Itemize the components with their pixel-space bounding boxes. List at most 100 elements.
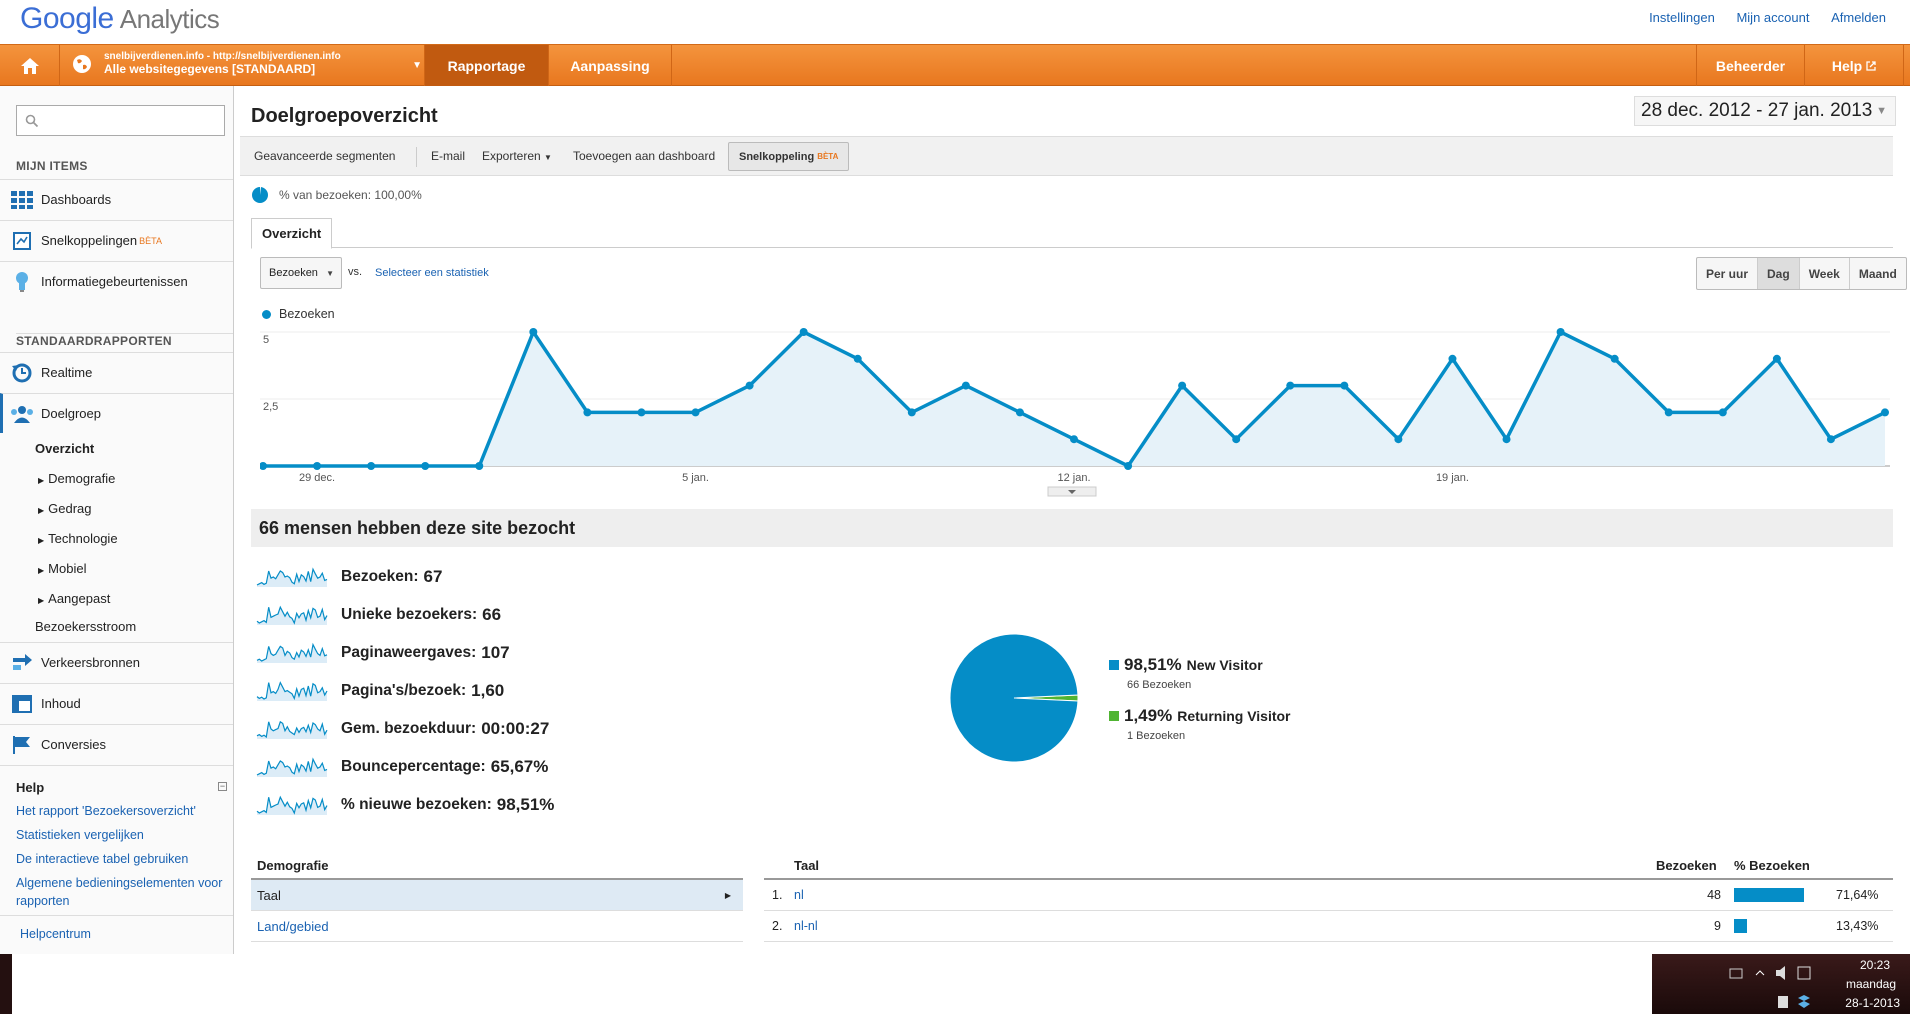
select-metric-link[interactable]: Selecteer een statistiek: [375, 267, 489, 279]
data-point[interactable]: [907, 408, 916, 417]
data-point[interactable]: [691, 408, 700, 417]
sidebar-item-shortcuts[interactable]: Snelkoppelingen BÈTA: [0, 220, 233, 260]
pie-sub: 66 Bezoeken: [1127, 679, 1192, 691]
data-point[interactable]: [529, 328, 538, 336]
sparkline-area: [257, 644, 327, 663]
sidebar-item-label: Realtime: [41, 365, 93, 380]
data-point[interactable]: [1502, 435, 1511, 444]
clock-time[interactable]: 20:23: [1859, 958, 1890, 972]
metric-row[interactable]: Pagina's/bezoek: 1,60: [255, 677, 504, 705]
demographics-row-language[interactable]: Taal ▶: [251, 880, 743, 911]
data-point[interactable]: [1772, 354, 1781, 363]
email-button[interactable]: E-mail: [431, 149, 466, 163]
data-point[interactable]: [1070, 435, 1078, 444]
data-point[interactable]: [1394, 435, 1403, 444]
sidebar-item-doelgroep[interactable]: Doelgroep: [0, 393, 233, 433]
data-point[interactable]: [367, 462, 376, 470]
data-point[interactable]: [475, 462, 484, 470]
metric-row[interactable]: Paginaweergaves: 107: [255, 639, 510, 667]
metric-row[interactable]: % nieuwe bezoeken: 98,51%: [255, 791, 554, 819]
row-link[interactable]: nl: [794, 888, 804, 902]
sidebar-sub-aangepast[interactable]: ▶ Aangepast: [38, 591, 110, 606]
sidebar-item-traffic-sources[interactable]: Verkeersbronnen: [0, 642, 233, 682]
data-point[interactable]: [1718, 408, 1727, 417]
data-point[interactable]: [745, 381, 754, 390]
row-link[interactable]: nl-nl: [794, 919, 818, 933]
data-point[interactable]: [1340, 381, 1349, 390]
table-row[interactable]: 1. nl 48 71,64%: [764, 880, 1893, 911]
data-point[interactable]: [1448, 354, 1457, 363]
help-link-controls-2[interactable]: rapporten: [16, 894, 70, 908]
data-point[interactable]: [1286, 381, 1295, 390]
sidebar-item-dashboards[interactable]: Dashboards: [0, 179, 233, 219]
data-point[interactable]: [1664, 408, 1673, 417]
date-range-picker[interactable]: 28 dec. 2012 - 27 jan. 2013 ▼: [1634, 96, 1896, 126]
data-point[interactable]: [1826, 435, 1835, 444]
data-point[interactable]: [799, 328, 808, 336]
sidebar-item-realtime[interactable]: Realtime: [0, 352, 233, 392]
sparkline: [256, 605, 328, 625]
sign-out-link[interactable]: Afmelden: [1831, 10, 1886, 25]
data-point[interactable]: [1610, 354, 1619, 363]
visitor-type-pie[interactable]: [944, 628, 1084, 768]
sidebar-sub-mobiel[interactable]: ▶ Mobiel: [38, 561, 86, 576]
metric-select[interactable]: Bezoeken ▼: [260, 257, 342, 289]
metric-row[interactable]: Bouncepercentage: 65,67%: [255, 753, 548, 781]
my-account-link[interactable]: Mijn account: [1736, 10, 1810, 25]
data-point[interactable]: [1178, 381, 1187, 390]
help-link-compare[interactable]: Statistieken vergelijken: [16, 828, 144, 842]
data-point[interactable]: [1556, 328, 1565, 336]
pie-slice-new[interactable]: [949, 633, 1079, 763]
help-link-controls[interactable]: Algemene bedieningselementen voor: [16, 876, 223, 890]
help-center-link[interactable]: Helpcentrum: [20, 927, 91, 941]
period-week[interactable]: Week: [1798, 258, 1849, 289]
settings-link[interactable]: Instellingen: [1649, 10, 1715, 25]
shortcut-button[interactable]: Snelkoppeling BÈTA: [728, 142, 850, 171]
help-link-report[interactable]: Het rapport 'Bezoekersoverzicht': [16, 804, 196, 818]
divider: [416, 147, 417, 167]
help-button[interactable]: Help: [1804, 45, 1904, 86]
sidebar-sub-demografie[interactable]: ▶ Demografie: [38, 471, 115, 486]
data-point[interactable]: [421, 462, 430, 470]
data-point[interactable]: [1015, 408, 1024, 417]
metric-row[interactable]: Bezoeken: 67: [255, 563, 442, 591]
add-to-dashboard-button[interactable]: Toevoegen aan dashboard: [573, 149, 716, 163]
pie-sub: 1 Bezoeken: [1127, 730, 1186, 742]
sidebar-item-intelligence[interactable]: Informatiegebeurtenissen: [0, 261, 233, 301]
sidebar-item-conversions[interactable]: Conversies: [0, 724, 233, 764]
sidebar-sub-overzicht[interactable]: Overzicht: [35, 441, 95, 456]
account-selector[interactable]: snelbijverdienen.info - http://snelbijve…: [72, 51, 422, 81]
advanced-segments-button[interactable]: Geavanceerde segmenten: [254, 149, 396, 163]
period-month[interactable]: Maand: [1848, 258, 1906, 289]
sidebar-sub-bezoekersstroom[interactable]: Bezoekersstroom: [35, 619, 137, 634]
tab-overzicht[interactable]: Overzicht: [251, 218, 333, 249]
period-hour[interactable]: Per uur: [1706, 266, 1749, 281]
metric-row[interactable]: Gem. bezoekduur: 00:00:27: [255, 715, 549, 743]
data-point[interactable]: [1124, 462, 1133, 470]
sidebar-sub-technologie[interactable]: ▶ Technologie: [38, 531, 118, 546]
data-point[interactable]: [583, 408, 592, 417]
data-point[interactable]: [1232, 435, 1241, 444]
google-analytics-logo[interactable]: Google Analytics: [20, 2, 220, 36]
data-point[interactable]: [637, 408, 646, 417]
admin-button[interactable]: Beheerder: [1696, 45, 1804, 86]
period-day[interactable]: Dag: [1757, 258, 1799, 289]
sidebar-item-content[interactable]: Inhoud: [0, 683, 233, 723]
collapse-icon[interactable]: −: [218, 781, 227, 791]
tab-aanpassing[interactable]: Aanpassing: [548, 45, 672, 86]
data-point[interactable]: [313, 462, 322, 470]
table-row[interactable]: 2. nl-nl 9 13,43%: [764, 911, 1893, 942]
search-input[interactable]: [16, 105, 225, 136]
data-point[interactable]: [260, 462, 267, 470]
sidebar-sub-gedrag[interactable]: ▶ Gedrag: [38, 501, 92, 516]
data-point[interactable]: [1881, 408, 1889, 417]
data-point[interactable]: [853, 354, 862, 363]
export-button[interactable]: Exporteren ▼: [482, 149, 552, 163]
data-point[interactable]: [961, 381, 970, 390]
tab-rapportage[interactable]: Rapportage: [424, 45, 548, 86]
visits-line-chart[interactable]: 5 2,5 29 dec. 5 jan. 12 jan. 19 jan.: [260, 325, 1890, 497]
home-button[interactable]: [0, 45, 60, 86]
metric-row[interactable]: Unieke bezoekers: 66: [255, 601, 501, 629]
help-link-table[interactable]: De interactieve tabel gebruiken: [16, 852, 189, 866]
demographics-row-country[interactable]: Land/gebied: [251, 911, 743, 942]
